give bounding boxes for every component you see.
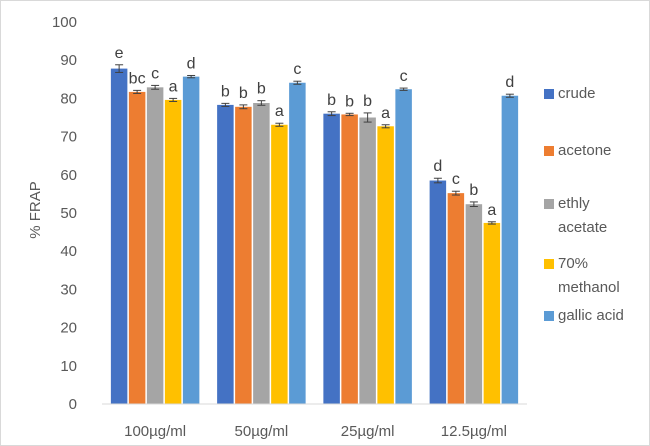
legend-label: crude — [558, 85, 596, 102]
y-tick-label: 100 — [52, 14, 77, 31]
bar — [323, 113, 340, 405]
bar-data-label: a — [381, 105, 390, 122]
x-axis: 100µg/ml 50µg/ml 25µg/ml 12.5µg/ml — [102, 403, 527, 440]
legend-swatch — [544, 89, 554, 99]
bar-data-label: d — [187, 55, 196, 72]
bar — [253, 102, 270, 404]
y-tick-label: 60 — [60, 167, 77, 184]
bar-data-label: a — [169, 78, 178, 95]
bar-data-label: c — [400, 68, 408, 85]
legend-swatch — [544, 259, 554, 269]
x-tick-label: 25µg/ml — [341, 423, 395, 440]
y-tick-label: 50 — [60, 205, 77, 222]
bar — [271, 124, 288, 405]
bar-data-label: a — [487, 202, 496, 219]
bar-data-label: b — [239, 85, 248, 102]
bar-data-label: d — [433, 158, 442, 175]
bar-data-label: d — [505, 74, 514, 91]
x-tick-label: 100µg/ml — [124, 423, 186, 440]
bar — [128, 91, 146, 404]
bar — [341, 114, 358, 404]
bar-data-label: b — [327, 92, 336, 109]
bar — [359, 117, 376, 404]
legend-swatch — [544, 199, 554, 209]
bar-data-label: b — [363, 93, 372, 110]
bar-data-label: a — [275, 103, 284, 120]
legend-label: acetone — [558, 142, 611, 159]
legend-label: 70% — [558, 255, 588, 272]
bar-data-label: e — [115, 45, 124, 62]
bar — [501, 95, 519, 404]
bar-data-label: c — [293, 61, 301, 78]
x-tick-label: 12.5µg/ml — [441, 423, 507, 440]
y-tick-label: 20 — [60, 320, 77, 337]
legend-swatch — [544, 146, 554, 156]
y-tick-label: 10 — [60, 358, 77, 375]
bar-data-label: c — [452, 171, 460, 188]
legend-label: ethly — [558, 195, 590, 212]
y-axis: 0 10 20 30 40 50 60 70 80 90 100 — [52, 14, 77, 413]
legend-label: acetate — [558, 219, 607, 236]
bar-data-label: b — [221, 83, 230, 100]
legend-label: gallic acid — [558, 307, 624, 324]
legend-label: methanol — [558, 279, 620, 296]
bar-data-label: b — [469, 182, 478, 199]
bar — [377, 126, 394, 404]
bar — [447, 193, 465, 404]
y-tick-label: 90 — [60, 52, 77, 69]
bar — [164, 99, 182, 404]
bar-data-label: c — [151, 65, 159, 82]
legend: crude acetone ethly acetate 70% methanol galli… — [544, 85, 624, 324]
legend-swatch — [544, 311, 554, 321]
bar-data-label: b — [345, 93, 354, 110]
bar — [217, 104, 234, 405]
bar — [395, 89, 412, 405]
y-tick-label: 0 — [69, 396, 77, 413]
bar — [182, 76, 200, 404]
bar — [146, 87, 164, 405]
bar — [110, 68, 128, 404]
bar-data-label: b — [257, 81, 266, 98]
x-tick-label: 50µg/ml — [235, 423, 289, 440]
bar — [429, 180, 447, 404]
y-tick-label: 30 — [60, 281, 77, 298]
y-tick-label: 70 — [60, 129, 77, 146]
bar — [235, 106, 252, 404]
bar — [465, 204, 483, 404]
bar — [483, 222, 501, 404]
bar-data-label: bc — [129, 70, 146, 87]
y-tick-label: 40 — [60, 243, 77, 260]
bar — [289, 82, 306, 404]
y-axis-label: % FRAP — [27, 181, 44, 239]
y-tick-label: 80 — [60, 90, 77, 107]
